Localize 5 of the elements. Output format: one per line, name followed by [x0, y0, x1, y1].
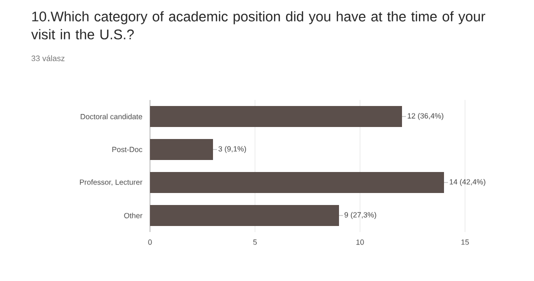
bar: [150, 139, 214, 160]
chart-title: 10.Which category of academic position did you have at the time of your visit in the U.S.?: [31, 11, 486, 40]
bar: [150, 106, 402, 128]
bar: [150, 172, 444, 194]
bar: [150, 205, 340, 226]
